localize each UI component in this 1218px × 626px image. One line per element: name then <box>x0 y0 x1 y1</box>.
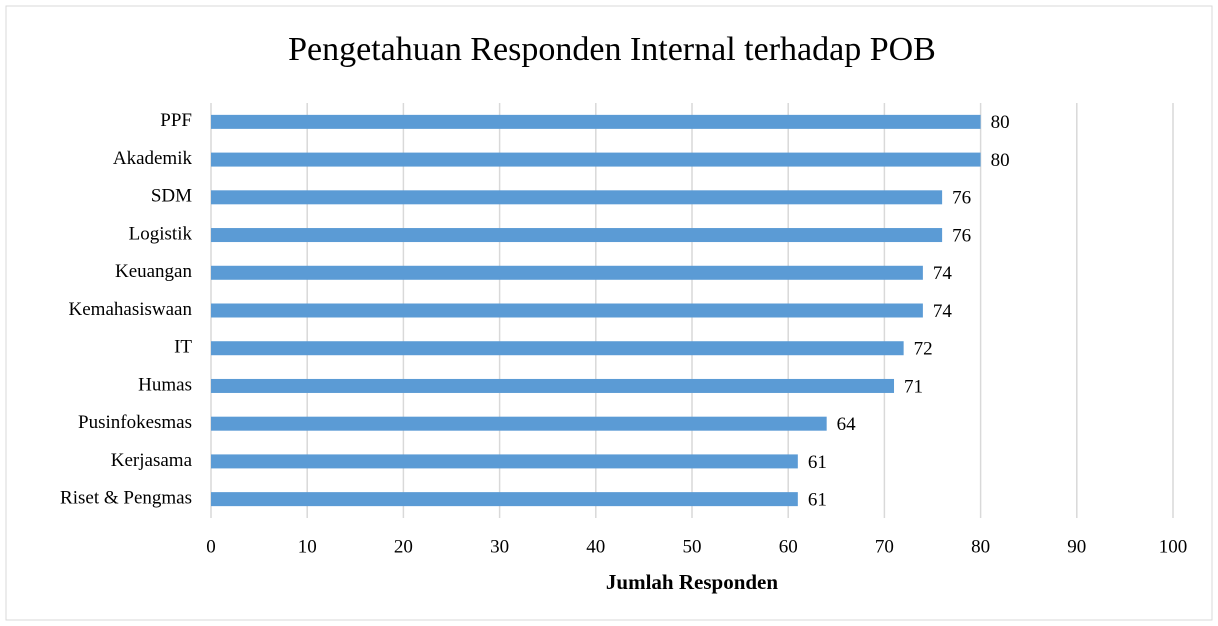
x-tick-label: 100 <box>1159 536 1188 557</box>
x-axis-label: Jumlah Responden <box>606 570 778 594</box>
x-tick-label: 30 <box>490 536 509 557</box>
bar <box>211 265 923 280</box>
x-tick-label: 20 <box>394 536 413 557</box>
y-tick-label: Humas <box>138 374 192 395</box>
data-label: 76 <box>952 225 971 246</box>
x-tick-label: 70 <box>875 536 894 557</box>
y-tick-label: PPF <box>160 110 192 131</box>
data-label: 72 <box>914 339 933 360</box>
bar <box>211 152 981 167</box>
bar <box>211 454 798 469</box>
bar <box>211 114 981 129</box>
y-tick-label: Riset & Pengmas <box>60 487 192 508</box>
data-label: 80 <box>991 150 1010 171</box>
y-tick-label: Logistik <box>129 223 193 244</box>
y-tick-label: Kerjasama <box>111 450 193 471</box>
y-tick-label: Keuangan <box>115 261 193 282</box>
y-tick-label: IT <box>174 337 192 358</box>
bar <box>211 228 943 243</box>
x-tick-label: 0 <box>206 536 216 557</box>
y-tick-label: Pusinfokesmas <box>78 412 192 433</box>
x-tick-label: 90 <box>1067 536 1086 557</box>
data-label: 74 <box>933 301 953 322</box>
y-tick-label: SDM <box>151 186 192 207</box>
x-tick-label: 40 <box>586 536 605 557</box>
x-tick-label: 60 <box>779 536 798 557</box>
chart-title: Pengetahuan Responden Internal terhadap … <box>288 31 936 68</box>
bar <box>211 190 943 205</box>
data-label: 61 <box>808 489 827 510</box>
bar <box>211 416 827 431</box>
data-label: 74 <box>933 263 953 284</box>
x-tick-label: 50 <box>683 536 702 557</box>
data-label: 80 <box>991 112 1010 133</box>
x-tick-label: 10 <box>298 536 317 557</box>
data-label: 71 <box>904 376 923 397</box>
bar <box>211 492 798 507</box>
data-label: 76 <box>952 188 971 209</box>
y-tick-label: Kemahasiswaan <box>69 299 193 320</box>
bar <box>211 378 895 393</box>
y-tick-label: Akademik <box>113 148 193 169</box>
bar <box>211 341 904 356</box>
bar <box>211 303 923 318</box>
data-label: 61 <box>808 452 827 473</box>
x-tick-label: 80 <box>971 536 990 557</box>
data-label: 64 <box>837 414 857 435</box>
